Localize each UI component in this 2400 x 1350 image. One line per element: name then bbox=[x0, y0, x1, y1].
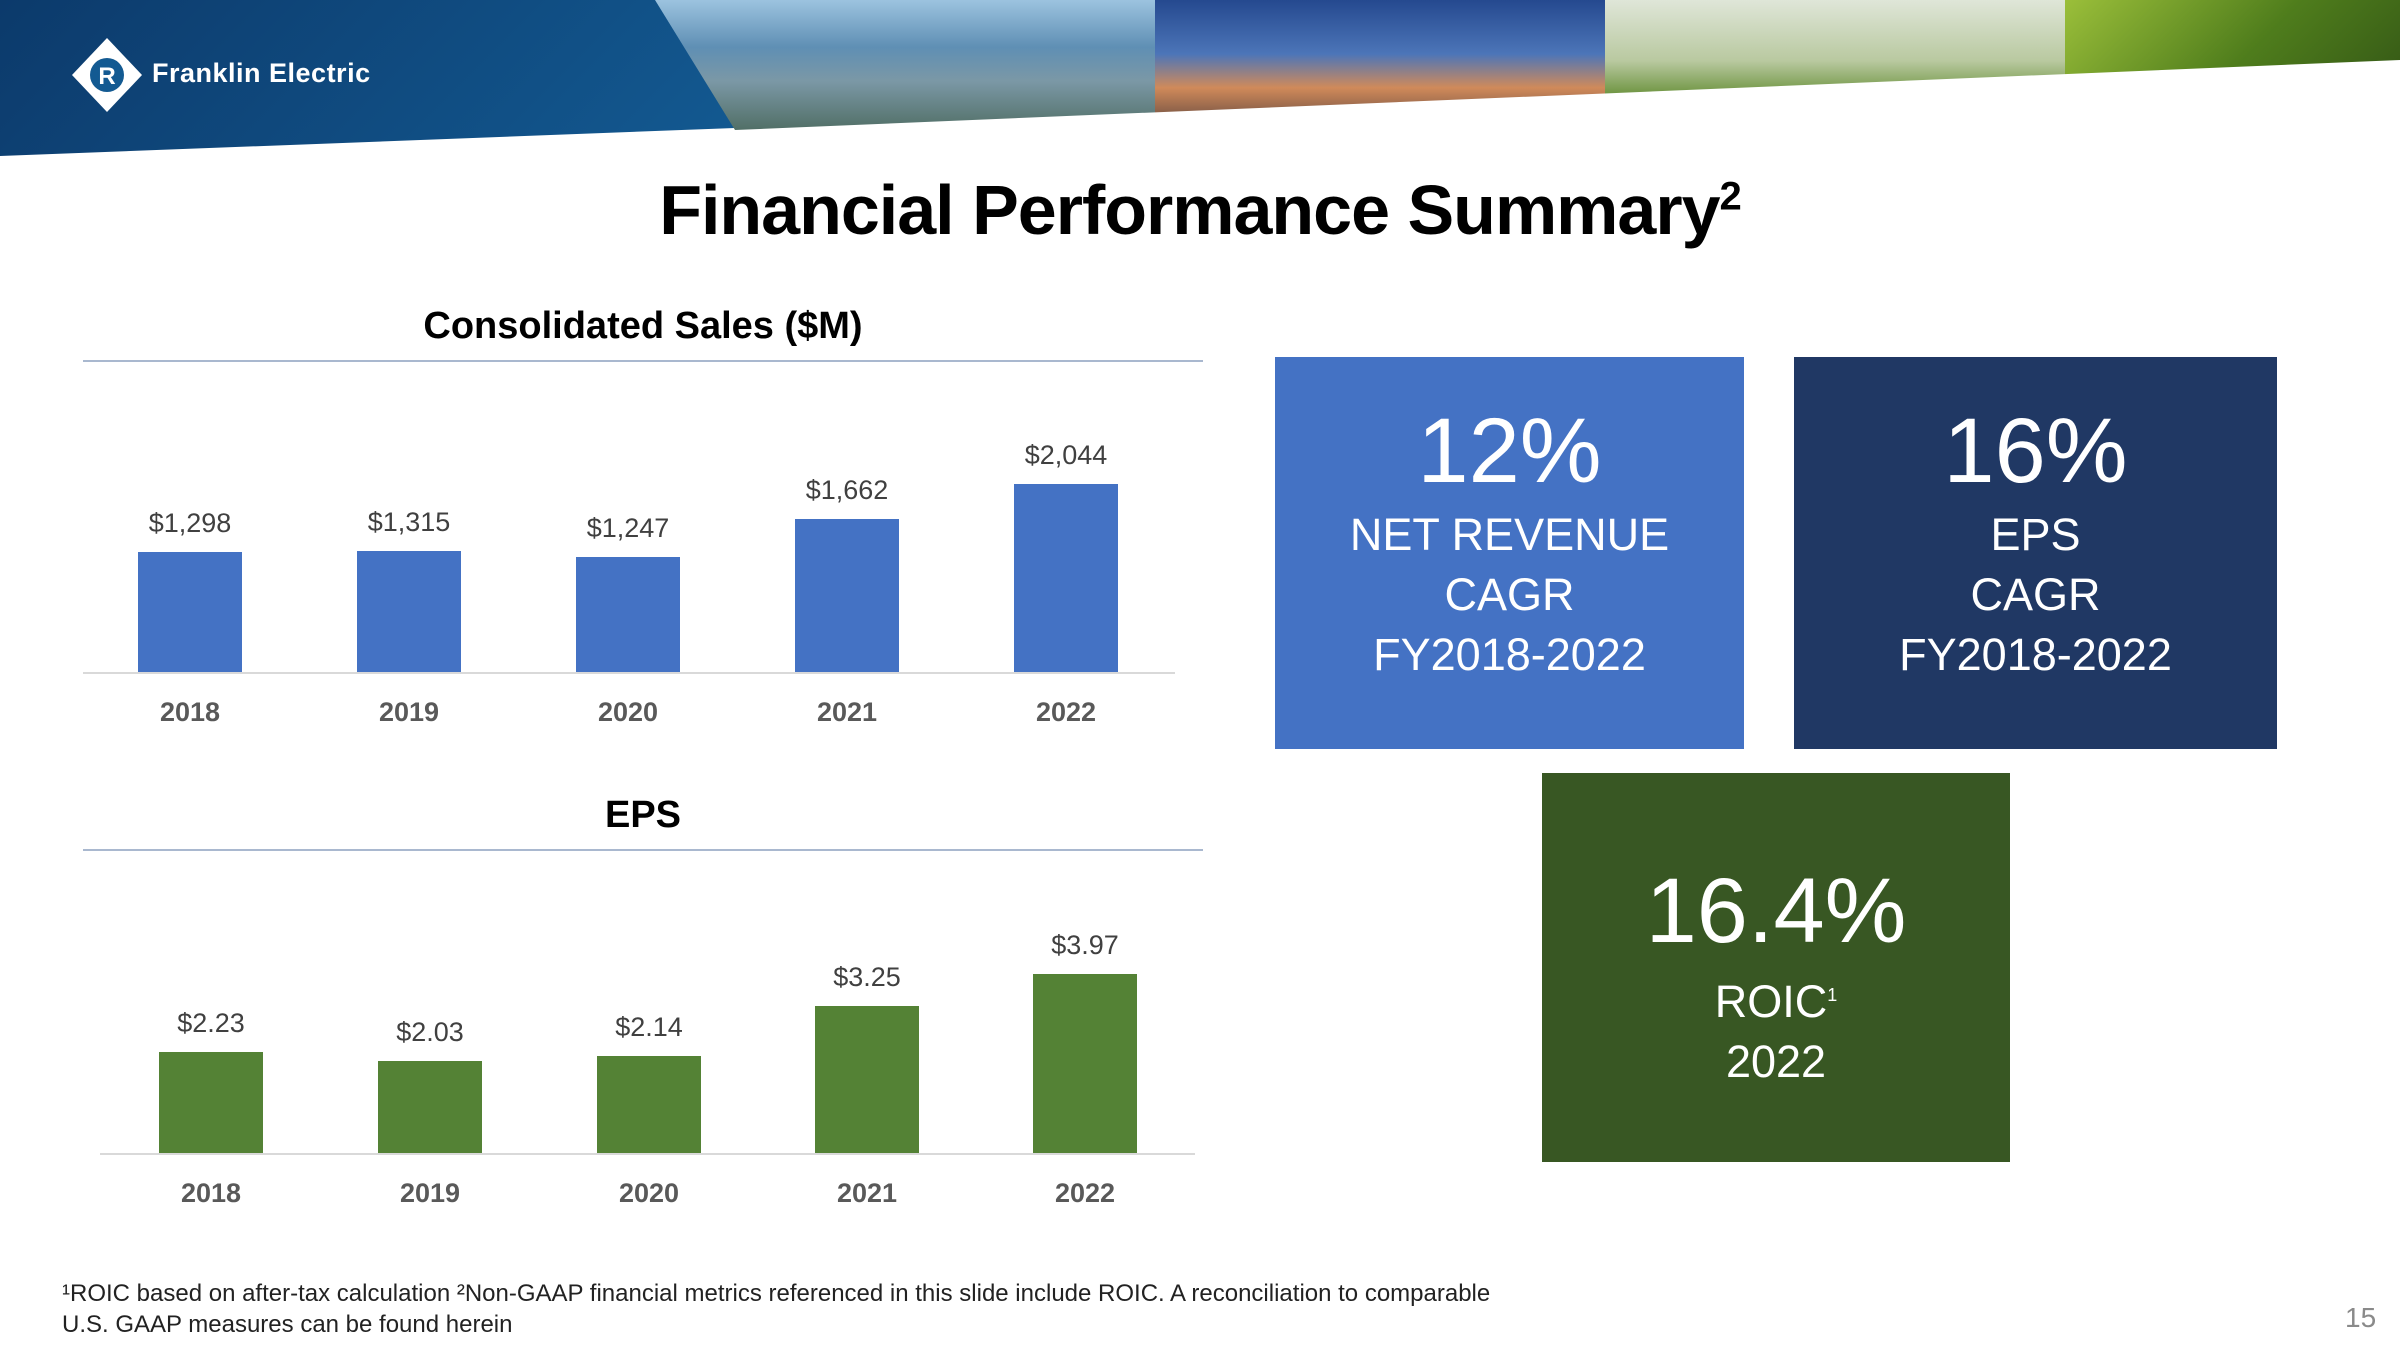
bar-2020 bbox=[597, 1056, 701, 1153]
kpi-value: 16.4% bbox=[1645, 860, 1907, 962]
eps-chart-title: EPS bbox=[604, 794, 682, 836]
bar-2018 bbox=[159, 1052, 263, 1153]
kpi-label-line: NET REVENUE bbox=[1349, 509, 1670, 560]
title-text: Financial Performance Summary bbox=[659, 171, 1720, 249]
data-label: $2.14 bbox=[615, 1012, 683, 1043]
page-title: Financial Performance Summary2 bbox=[0, 170, 2400, 250]
data-label: $2.03 bbox=[396, 1017, 464, 1048]
svg-text:R: R bbox=[98, 63, 115, 90]
eps-chart: $2.23 2018 $2.03 2019 $2.14 2020 $3.25 2021 $3.9… bbox=[0, 0, 1250, 1230]
kpi-label-line: FY2018-2022 bbox=[1899, 629, 2172, 680]
x-tick-label: 2019 bbox=[399, 1178, 461, 1208]
page-number: 15 bbox=[2345, 1302, 2377, 1333]
x-tick-label: 2022 bbox=[1054, 1178, 1116, 1208]
data-label: $1,298 bbox=[148, 508, 232, 539]
x-tick-label: 2019 bbox=[378, 697, 440, 727]
x-tick-label: 2021 bbox=[816, 697, 878, 727]
data-label: $1,247 bbox=[586, 513, 670, 544]
photo-irrigation bbox=[1605, 0, 2065, 130]
brand-name: Franklin Electric bbox=[152, 58, 371, 88]
data-label: $3.25 bbox=[833, 962, 901, 993]
data-label: $3.97 bbox=[1051, 929, 1119, 960]
x-tick-label: 2020 bbox=[618, 1178, 680, 1208]
sales-chart-title: Consolidated Sales ($M) bbox=[423, 305, 863, 347]
bar-2019 bbox=[378, 1061, 482, 1153]
kpi-label-line: EPS bbox=[1990, 509, 2081, 560]
kpi-label-line: ROIC1 bbox=[1715, 965, 1838, 1032]
franklin-electric-logo-icon: R bbox=[72, 38, 142, 112]
kpi-roic: 16.4% ROIC1 2022 bbox=[1542, 773, 2010, 1162]
data-label: $1,315 bbox=[367, 506, 451, 537]
sales-chart: $1,298 2018 $1,315 2019 $1,247 2020 $1,662 2021… bbox=[0, 0, 1250, 760]
photo-water-treatment bbox=[655, 0, 1155, 130]
footnote-line: ¹ROIC based on after-tax calculation ²No… bbox=[62, 1280, 1491, 1307]
x-tick-label: 2018 bbox=[159, 697, 221, 727]
kpi-footnote-marker: 1 bbox=[1827, 985, 1838, 1005]
bar-2018 bbox=[138, 552, 242, 672]
x-tick-label: 2022 bbox=[1035, 697, 1097, 727]
footnote: ¹ROIC based on after-tax calculation ²No… bbox=[62, 1278, 1662, 1340]
x-tick-label: 2020 bbox=[597, 697, 659, 727]
bar-2021 bbox=[815, 1006, 919, 1153]
bar-2019 bbox=[357, 550, 461, 672]
kpi-label-line: CAGR bbox=[1444, 569, 1575, 620]
bar-2022 bbox=[1014, 483, 1118, 672]
data-label: $2.23 bbox=[177, 1008, 245, 1039]
x-tick-label: 2018 bbox=[180, 1178, 242, 1208]
title-footnote-marker: 2 bbox=[1719, 174, 1742, 219]
kpi-label-line: 2022 bbox=[1725, 1036, 1827, 1087]
kpi-label-line: FY2018-2022 bbox=[1373, 629, 1646, 680]
x-tick-label: 2021 bbox=[836, 1178, 898, 1208]
kpi-value: 12% bbox=[1417, 400, 1602, 502]
data-label: $1,662 bbox=[805, 474, 889, 505]
kpi-label-text: ROIC bbox=[1714, 976, 1828, 1027]
eps-title-rule bbox=[83, 849, 1203, 851]
photo-sprinkler bbox=[2065, 0, 2400, 130]
kpi-net-revenue-cagr: 12% NET REVENUE CAGR FY2018-2022 bbox=[1275, 357, 1744, 749]
bar-2020 bbox=[576, 557, 680, 672]
x-axis-line bbox=[83, 672, 1175, 674]
x-axis-line bbox=[100, 1153, 1195, 1155]
kpi-eps-cagr: 16% EPS CAGR FY2018-2022 bbox=[1794, 357, 2277, 749]
data-label: $2,044 bbox=[1024, 439, 1108, 470]
bar-2022 bbox=[1033, 973, 1137, 1153]
bar-2021 bbox=[795, 518, 899, 672]
kpi-value: 16% bbox=[1943, 400, 2128, 502]
sales-title-rule bbox=[83, 360, 1203, 362]
kpi-label-line: CAGR bbox=[1970, 569, 2101, 620]
footnote-line: U.S. GAAP measures can be found herein bbox=[62, 1311, 513, 1338]
